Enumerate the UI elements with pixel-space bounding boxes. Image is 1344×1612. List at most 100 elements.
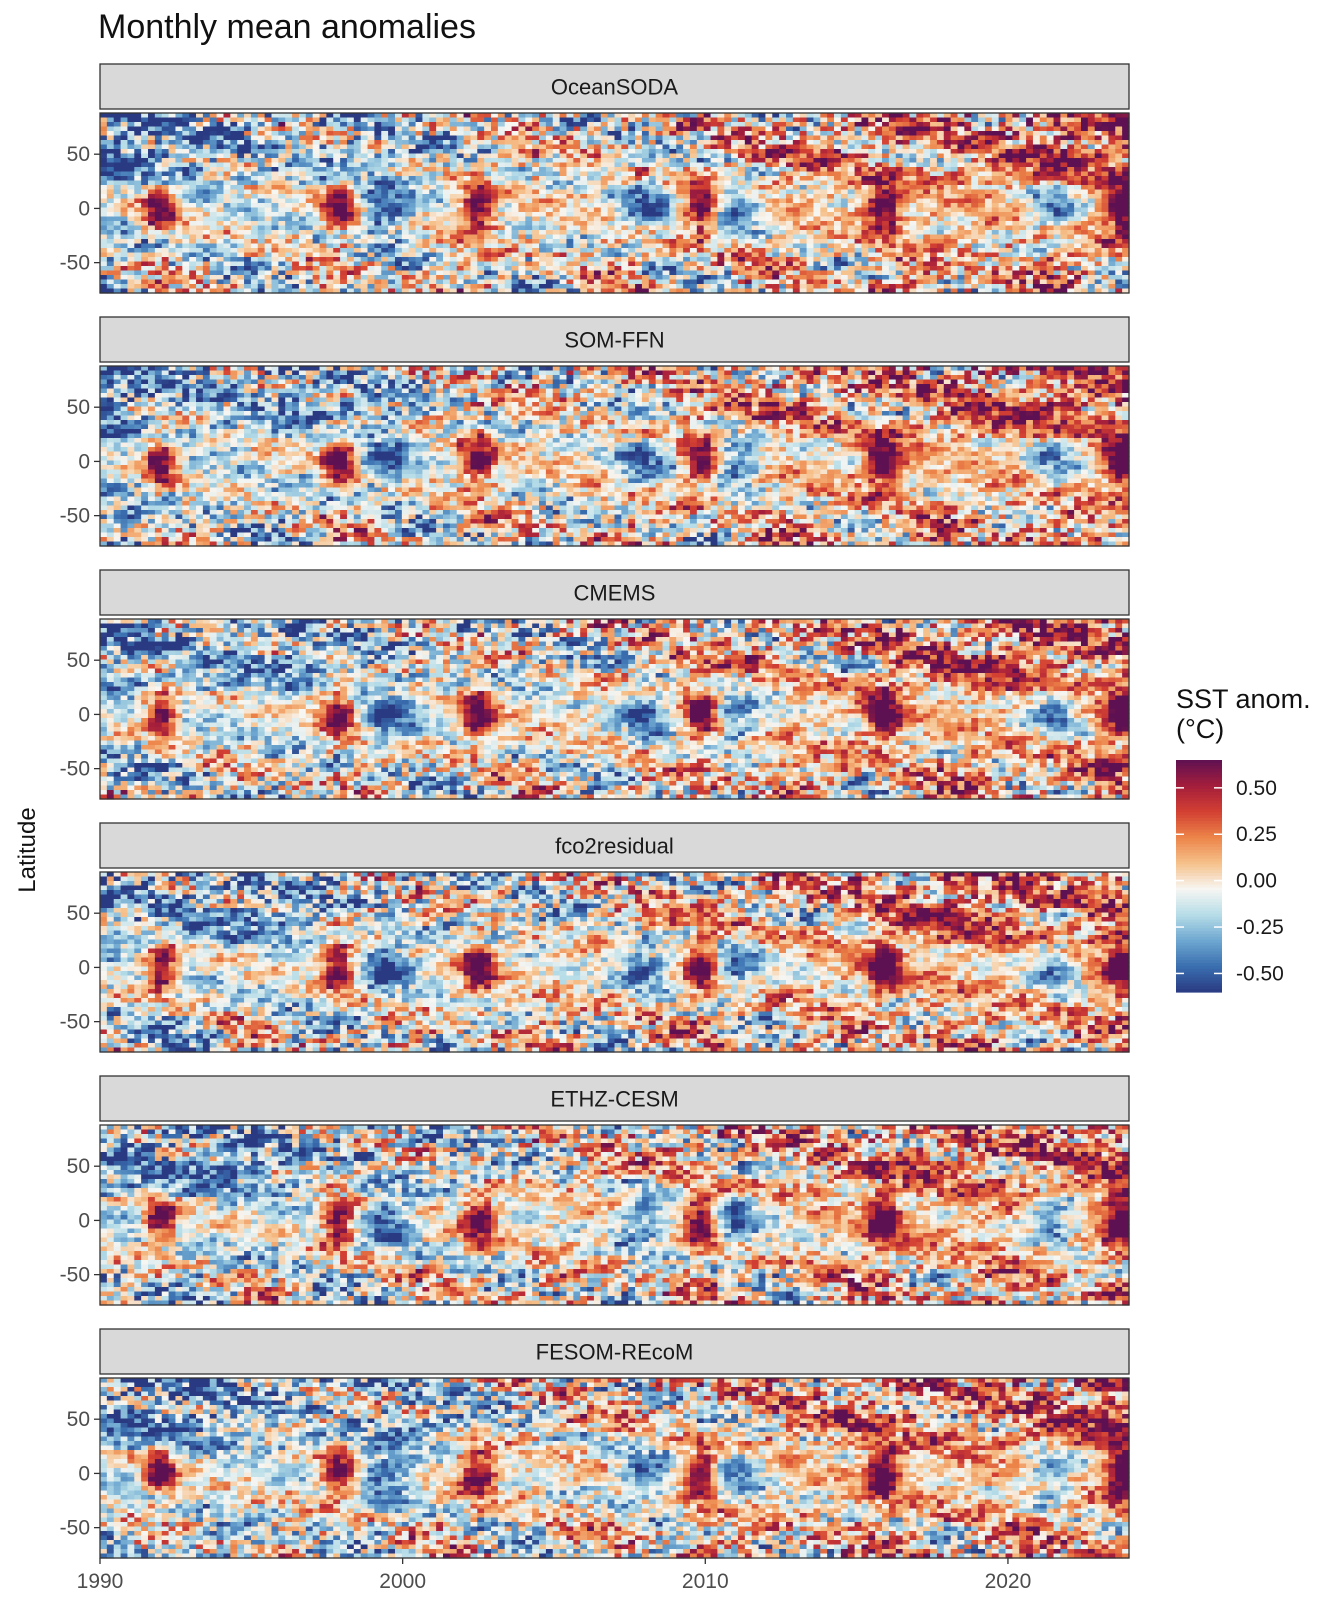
heatmap-cell — [285, 253, 292, 258]
heatmap-cell — [196, 122, 203, 127]
heatmap-cell — [189, 149, 196, 154]
heatmap-cell — [169, 122, 176, 127]
heatmap-cell — [134, 127, 141, 132]
heatmap-cell — [230, 275, 237, 280]
heatmap-cell — [251, 217, 258, 222]
heatmap-cell — [278, 154, 285, 159]
heatmap-cell — [121, 145, 128, 150]
heatmap-cell — [155, 280, 162, 285]
heatmap-cell — [100, 194, 107, 199]
heatmap-cell — [134, 140, 141, 145]
heatmap-cell — [100, 244, 107, 249]
heatmap-cell — [258, 131, 265, 136]
heatmap-cell — [285, 262, 292, 267]
heatmap-cell — [285, 194, 292, 199]
heatmap-cell — [141, 167, 148, 172]
heatmap-cell — [127, 190, 134, 195]
heatmap-cell — [155, 172, 162, 177]
heatmap-cell — [127, 226, 134, 231]
heatmap-cell — [210, 199, 217, 204]
heatmap-cell — [285, 275, 292, 280]
heatmap-cell — [251, 257, 258, 262]
heatmap-cell — [196, 208, 203, 213]
heatmap-cell — [272, 136, 279, 141]
heatmap-cell — [141, 235, 148, 240]
heatmap-cell — [196, 257, 203, 262]
heatmap-cell — [107, 127, 114, 132]
heatmap-cell — [258, 226, 265, 231]
heatmap-cell — [210, 248, 217, 253]
heatmap-cell — [272, 257, 279, 262]
heatmap-cell — [210, 235, 217, 240]
heatmap-cell — [244, 145, 251, 150]
heatmap-cell — [162, 163, 169, 168]
heatmap-cell — [114, 122, 121, 127]
heatmap-cell — [251, 212, 258, 217]
heatmap-cell — [169, 208, 176, 213]
heatmap-cell — [265, 239, 272, 244]
heatmap-cell — [251, 239, 258, 244]
heatmap-cell — [134, 248, 141, 253]
heatmap-cell — [230, 284, 237, 289]
heatmap-cell — [258, 212, 265, 217]
heatmap-cell — [217, 140, 224, 145]
heatmap-cell — [196, 221, 203, 226]
heatmap-cell — [141, 194, 148, 199]
heatmap-cell — [182, 145, 189, 150]
heatmap-cell — [100, 230, 107, 235]
heatmap-cell — [244, 167, 251, 172]
heatmap-cell — [196, 131, 203, 136]
heatmap-cell — [134, 194, 141, 199]
heatmap-cell — [265, 221, 272, 226]
heatmap-cell — [155, 149, 162, 154]
heatmap-cell — [272, 221, 279, 226]
heatmap-cell — [114, 127, 121, 132]
heatmap-cell — [148, 136, 155, 141]
heatmap-cell — [196, 280, 203, 285]
heatmap-cell — [196, 190, 203, 195]
heatmap-cell — [162, 203, 169, 208]
heatmap-cell — [141, 172, 148, 177]
heatmap-cell — [100, 235, 107, 240]
heatmap-cell — [272, 158, 279, 163]
heatmap-cell — [121, 203, 128, 208]
heatmap-cell — [237, 262, 244, 267]
heatmap-cell — [162, 271, 169, 276]
heatmap-cell — [148, 154, 155, 159]
heatmap-cell — [169, 257, 176, 262]
heatmap-cell — [196, 176, 203, 181]
heatmap-cell — [107, 190, 114, 195]
heatmap-cell — [272, 212, 279, 217]
heatmap-cell — [189, 176, 196, 181]
heatmap-cell — [141, 140, 148, 145]
heatmap-cell — [155, 176, 162, 181]
heatmap-cell — [196, 154, 203, 159]
heatmap-cell — [182, 230, 189, 235]
heatmap-cell — [114, 235, 121, 240]
heatmap-cell — [141, 275, 148, 280]
heatmap-cell — [148, 275, 155, 280]
heatmap-cell — [100, 149, 107, 154]
heatmap-cell — [107, 136, 114, 141]
heatmap-cell — [237, 176, 244, 181]
heatmap-cell — [100, 199, 107, 204]
heatmap-cell — [107, 217, 114, 222]
heatmap-cell — [134, 190, 141, 195]
heatmap-cell — [265, 275, 272, 280]
heatmap-cell — [155, 158, 162, 163]
heatmap-cell — [175, 181, 182, 186]
heatmap-cell — [100, 163, 107, 168]
heatmap-cell — [100, 262, 107, 267]
heatmap-cell — [265, 127, 272, 132]
heatmap-cell — [175, 230, 182, 235]
heatmap-cell — [210, 203, 217, 208]
heatmap-cell — [285, 257, 292, 262]
heatmap-cells — [100, 113, 1130, 294]
heatmap-cell — [251, 253, 258, 258]
heatmap-cell — [217, 167, 224, 172]
heatmap-cell — [155, 266, 162, 271]
heatmap-cell — [100, 127, 107, 132]
heatmap-cell — [155, 235, 162, 240]
heatmap-cell — [237, 127, 244, 132]
heatmap-cell — [182, 248, 189, 253]
